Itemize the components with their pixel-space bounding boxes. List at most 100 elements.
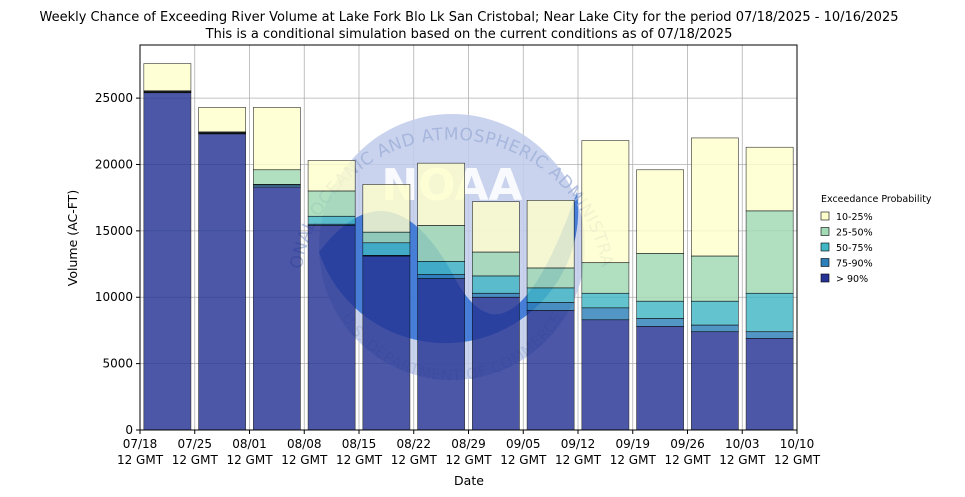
x-tick-time-0: 12 GMT	[117, 453, 164, 467]
bar-3-seg-50-75-	[307, 215, 356, 225]
bar-8-seg-75-90-	[581, 307, 630, 321]
bar-11-seg-25-50-	[745, 210, 794, 294]
bar-3-seg--90-	[307, 225, 356, 431]
x-tick-date-4: 08/15	[342, 437, 377, 451]
x-tick-date-10: 09/26	[670, 437, 705, 451]
x-tick-date-7: 09/05	[506, 437, 541, 451]
x-tick-time-8: 12 GMT	[555, 453, 602, 467]
x-tick-date-1: 07/25	[177, 437, 212, 451]
bar-9-seg-10-25-	[636, 169, 684, 254]
legend: Exceedance Probability 10-25% 25-50% 50-75%…	[820, 194, 932, 285]
x-tick-time-1: 12 GMT	[172, 453, 219, 467]
x-tick-date-9: 09/19	[615, 437, 650, 451]
bar-5-seg--90-	[417, 278, 465, 431]
x-tick-date-12: 10/10	[780, 437, 815, 451]
x-tick-time-7: 12 GMT	[500, 453, 547, 467]
bar-2-seg-25-50-	[253, 169, 301, 185]
x-axis-label: Date	[454, 473, 484, 488]
bar-5-seg-50-75-	[417, 261, 465, 275]
bar-3-seg-10-25-	[307, 160, 356, 192]
x-tick-time-10: 12 GMT	[664, 453, 711, 467]
bar-7-seg--90-	[526, 310, 575, 431]
y-tick-label-0: 0	[125, 423, 133, 437]
legend-title: Exceedance Probability	[821, 194, 932, 205]
bar-6-seg-50-75-	[472, 275, 520, 294]
legend-label-2: 50-75%	[836, 243, 873, 254]
x-tick-date-11: 10/03	[725, 437, 760, 451]
x-tick-date-8: 09/12	[561, 437, 596, 451]
bar-5-seg-25-50-	[417, 225, 465, 262]
bar-11-seg-75-90-	[745, 331, 794, 339]
bar-2-seg--90-	[253, 186, 301, 431]
bar-9-seg-25-50-	[636, 253, 684, 302]
y-tick-label-4: 20000	[95, 157, 133, 171]
bar-9-seg--90-	[636, 326, 684, 431]
x-tick-time-4: 12 GMT	[336, 453, 383, 467]
bar-7-seg-10-25-	[526, 200, 575, 269]
bar-0-seg--90-	[143, 92, 192, 431]
y-tick-label-2: 10000	[95, 290, 133, 304]
bar-4-seg--90-	[362, 255, 411, 431]
bar-9-seg-75-90-	[636, 318, 684, 327]
bar-4-seg-50-75-	[362, 242, 411, 256]
legend-label-4: > 90%	[836, 274, 868, 285]
bar-2-seg-10-25-	[253, 107, 301, 171]
legend-label-0: 10-25%	[836, 212, 873, 223]
bar-11-seg-10-25-	[745, 146, 794, 212]
bar-5-seg-75-90-	[417, 274, 465, 279]
bar-7-seg-50-75-	[526, 287, 575, 303]
legend-swatch-0	[820, 211, 830, 221]
y-axis-label: Volume (AC-FT)	[65, 190, 80, 286]
bar-8-seg-50-75-	[581, 292, 630, 309]
x-tick-time-6: 12 GMT	[445, 453, 492, 467]
x-tick-time-11: 12 GMT	[719, 453, 766, 467]
legend-swatch-4	[820, 273, 830, 283]
y-tick-label-1: 5000	[102, 357, 133, 371]
bar-1-seg-10-25-	[198, 107, 246, 133]
y-tick-label-5: 25000	[95, 91, 133, 105]
bar-10-seg-75-90-	[691, 324, 739, 333]
chart-subtitle: This is a conditional simulation based o…	[205, 27, 733, 42]
x-tick-time-2: 12 GMT	[226, 453, 273, 467]
bar-6-seg--90-	[472, 296, 520, 431]
bar-0-seg-10-25-	[143, 63, 192, 92]
bar-6-seg-75-90-	[472, 292, 520, 298]
bar-10-seg-25-50-	[691, 255, 739, 302]
bar-4-seg-10-25-	[362, 184, 411, 233]
x-tick-time-12: 12 GMT	[774, 453, 821, 467]
bar-10-seg-10-25-	[691, 137, 739, 257]
bar-11-seg--90-	[745, 338, 794, 431]
legend-swatch-2	[820, 242, 830, 252]
x-tick-date-3: 08/08	[287, 437, 322, 451]
bar-6-seg-10-25-	[472, 201, 520, 253]
bar-8-seg-10-25-	[581, 140, 630, 264]
bars	[143, 63, 794, 431]
bar-9-seg-50-75-	[636, 300, 684, 319]
bar-8-seg--90-	[581, 319, 630, 431]
x-tick-date-2: 08/01	[232, 437, 267, 451]
legend-swatch-1	[820, 227, 830, 236]
bar-8-seg-25-50-	[581, 262, 630, 294]
bar-10-seg--90-	[691, 331, 739, 431]
bar-1-seg--90-	[198, 133, 246, 431]
x-tick-date-5: 08/22	[396, 437, 431, 451]
legend-swatch-3	[820, 258, 830, 267]
axes: 0 5000 10000 15000 20000 25000 07/18 12 GMT 07/2…	[95, 91, 821, 467]
bar-5-seg-10-25-	[417, 162, 465, 226]
x-tick-time-9: 12 GMT	[610, 453, 657, 467]
legend-label-3: 75-90%	[836, 259, 873, 270]
bar-6-seg-25-50-	[472, 251, 520, 277]
x-tick-time-3: 12 GMT	[281, 453, 328, 467]
x-tick-time-5: 12 GMT	[391, 453, 438, 467]
bar-3-seg-25-50-	[307, 190, 356, 217]
bar-7-seg-25-50-	[526, 267, 575, 289]
bar-7-seg-75-90-	[526, 302, 575, 311]
chart-title: Weekly Chance of Exceeding River Volume …	[39, 10, 898, 25]
bar-10-seg-50-75-	[691, 300, 739, 326]
bar-11-seg-50-75-	[745, 292, 794, 333]
bar-4-seg-25-50-	[362, 231, 411, 244]
x-tick-date-6: 08/29	[451, 437, 486, 451]
legend-label-1: 25-50%	[836, 228, 873, 239]
y-tick-label-3: 15000	[95, 224, 133, 238]
